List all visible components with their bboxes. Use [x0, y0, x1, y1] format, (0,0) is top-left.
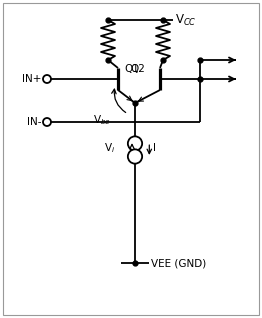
- Text: Q2: Q2: [130, 64, 145, 74]
- Circle shape: [128, 149, 142, 164]
- Text: V$_{CC}$: V$_{CC}$: [175, 12, 197, 28]
- Text: V$_{be}$: V$_{be}$: [93, 113, 111, 127]
- Text: IN+: IN+: [22, 74, 41, 84]
- Text: VEE (GND): VEE (GND): [151, 258, 206, 268]
- Circle shape: [128, 136, 142, 151]
- Text: Q1: Q1: [124, 64, 139, 74]
- Circle shape: [43, 75, 51, 83]
- Text: V$_i$: V$_i$: [104, 141, 116, 155]
- Circle shape: [43, 118, 51, 126]
- Text: I: I: [153, 143, 156, 153]
- Text: IN-: IN-: [26, 117, 41, 127]
